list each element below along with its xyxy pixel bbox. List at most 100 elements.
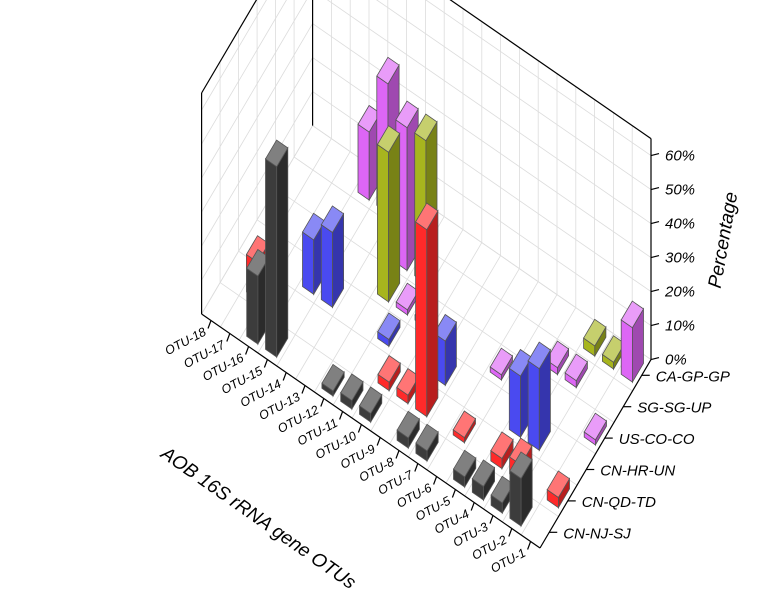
bar-top-face: [377, 312, 401, 341]
bar-side-face: [388, 132, 401, 304]
category-tick: [489, 515, 494, 524]
bar-otu-1-cn-qd-td: [546, 470, 571, 510]
bar-top-face: [376, 56, 400, 85]
series-axis: CN-NJ-SJ CN-QD-TD CN-HR-UN US-CO-CO SG-SG-UP…: [549, 368, 730, 542]
gridline: [376, 0, 652, 190]
gridline: [312, 23, 652, 258]
bar-otu-4-cn-qd-td: [490, 431, 514, 471]
bar-otu-12-us-co-co: [376, 125, 401, 304]
bar-top-face: [396, 410, 420, 439]
gridline: [425, 0, 652, 156]
bar-top-face: [340, 373, 364, 402]
bar-top-face: [245, 235, 270, 263]
bar-otu-2-cn-nj-sj: [509, 451, 533, 528]
bar-front-face: [376, 143, 390, 303]
z-axis-title: Percentage: [705, 190, 743, 289]
category-tick: [339, 411, 344, 420]
bar-top-face: [377, 355, 401, 383]
gridline: [201, 91, 313, 281]
category-tick: [245, 346, 250, 355]
bar-otu-1-us-co-co: [583, 412, 608, 447]
category-tick: [433, 476, 438, 485]
bar-top-face: [452, 449, 477, 478]
bar-front-face: [302, 231, 315, 296]
bar-otu-5-cn-nj-sj: [452, 449, 477, 489]
bar-top-face: [414, 113, 438, 142]
z-tick: [650, 323, 660, 327]
z-tick: [650, 255, 660, 259]
bar-front-face: [620, 319, 633, 383]
bar-top-face: [583, 412, 608, 441]
bar-top-face: [395, 282, 420, 311]
bar-side-face: [426, 209, 439, 419]
bar-top-face: [527, 341, 551, 370]
z-tick-label: 20%: [664, 284, 695, 301]
bar-top-face: [490, 431, 514, 460]
series-label: CN-NJ-SJ: [563, 525, 631, 542]
gridline: [201, 0, 287, 145]
bar-top-face: [509, 437, 533, 466]
z-tick-label: 40%: [665, 216, 695, 233]
bar-side-face: [276, 146, 289, 359]
axis-line: [201, 313, 541, 549]
category-tick: [301, 385, 306, 394]
z-tick: [650, 289, 660, 293]
bar-otu-10-cn-nj-sj: [358, 386, 383, 424]
axis-line: [539, 359, 652, 549]
category-tick: [414, 463, 419, 472]
category-axis: OTU-1OTU-2OTU-3OTU-4OTU-5OTU-6OTU-7OTU-8…: [156, 320, 532, 590]
category-tick: [207, 320, 212, 329]
bar-otu-10-cn-qd-td: [377, 355, 401, 393]
bar-otu-3-cn-hr-un: [527, 341, 551, 452]
series-label: US-CO-CO: [619, 431, 695, 448]
bar-otu-4-cn-nj-sj: [471, 459, 496, 502]
axis-line: [449, 0, 652, 140]
series-label: CA-GP-GP: [656, 368, 730, 385]
category-tick: [320, 398, 325, 407]
category-tick: [226, 333, 231, 342]
bar-top-face: [264, 139, 289, 168]
bar-front-face: [246, 267, 259, 345]
category-tick: [527, 541, 532, 550]
bar-otu-1-ca-gp-gp: [620, 300, 645, 384]
gridline: [326, 0, 652, 224]
bar-front-face: [265, 158, 278, 358]
gridline: [201, 0, 267, 111]
gridline: [312, 57, 652, 292]
category-tick: [376, 437, 381, 446]
gridline: [201, 23, 313, 213]
category-tick: [263, 359, 268, 368]
bar-otu-3-sg-sg-up: [564, 353, 588, 389]
bar-otu-7-cn-nj-sj: [415, 423, 439, 463]
z-tick: [650, 221, 660, 225]
gridline: [293, 156, 633, 392]
bar-otu-8-cn-nj-sj: [396, 410, 420, 450]
series-label: CN-HR-UN: [600, 463, 675, 480]
bar-top-face: [320, 205, 345, 234]
z-tick-label: 0%: [665, 352, 687, 369]
bar-front-face: [527, 360, 540, 452]
bar-top-face: [452, 410, 477, 439]
bar-front-face: [415, 221, 428, 418]
gridline: [201, 57, 313, 247]
bar-top-face: [321, 363, 345, 392]
z-tick: [650, 187, 660, 191]
z-tick: [650, 153, 660, 157]
z-tick-label: 50%: [665, 182, 695, 199]
bar-top-face: [415, 202, 439, 231]
z-tick-label: 60%: [665, 148, 695, 165]
category-tick: [470, 502, 475, 511]
bar-front-face: [357, 123, 370, 201]
bar-otu-14-cn-hr-un: [320, 205, 345, 309]
bar-otu-6-us-co-co: [489, 347, 514, 382]
z-tick-label: 30%: [665, 250, 695, 267]
bar-otu-12-cn-nj-sj: [321, 363, 345, 398]
bar-otu-15-cn-nj-sj: [264, 139, 289, 359]
series-label: SG-SG-UP: [637, 400, 711, 417]
bar-otu-11-cn-nj-sj: [340, 373, 364, 411]
bars-layer: [245, 56, 645, 528]
bar-otu-6-cn-qd-td: [452, 410, 477, 445]
bar-top-face: [489, 347, 514, 376]
category-tick: [282, 372, 287, 381]
